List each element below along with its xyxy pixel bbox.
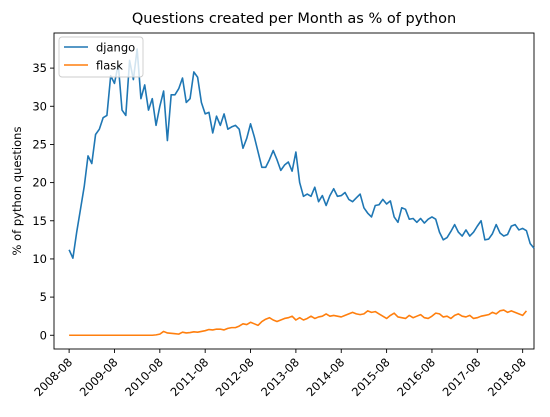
y-tick-label: 0 [40, 328, 47, 342]
plot-area [54, 33, 534, 349]
x-tick-label: 2014-08 [303, 355, 347, 399]
plot-frame [54, 33, 534, 349]
y-axis: 0 5 10 15 20 25 30 35 [32, 61, 54, 342]
y-tick-label: 30 [32, 99, 47, 113]
legend: django flask [59, 37, 143, 77]
x-axis: 2008-08 2009-08 2010-08 2011-08 2012-08 2013-… [31, 349, 528, 399]
x-tick-label: 2011-08 [167, 355, 211, 399]
y-axis-label: % of python questions [10, 127, 24, 256]
y-tick-label: 10 [32, 252, 47, 266]
x-tick-label: 2015-08 [349, 355, 393, 399]
legend-label-django: django [96, 41, 135, 55]
x-tick-label: 2016-08 [394, 355, 438, 399]
y-tick-label: 20 [32, 176, 47, 190]
legend-label-flask: flask [96, 59, 123, 73]
y-tick-label: 15 [32, 214, 47, 228]
x-tick-label: 2012-08 [213, 355, 257, 399]
x-tick-label: 2013-08 [258, 355, 302, 399]
chart-title: Questions created per Month as % of pyth… [132, 11, 456, 27]
x-tick-label: 2018-08 [485, 355, 529, 399]
y-tick-label: 25 [32, 137, 47, 151]
y-tick-label: 5 [40, 290, 47, 304]
x-tick-label: 2010-08 [122, 355, 166, 399]
x-tick-label: 2008-08 [31, 355, 75, 399]
x-tick-label: 2009-08 [77, 355, 121, 399]
y-tick-label: 35 [32, 61, 47, 75]
x-tick-label: 2017-08 [440, 355, 484, 399]
